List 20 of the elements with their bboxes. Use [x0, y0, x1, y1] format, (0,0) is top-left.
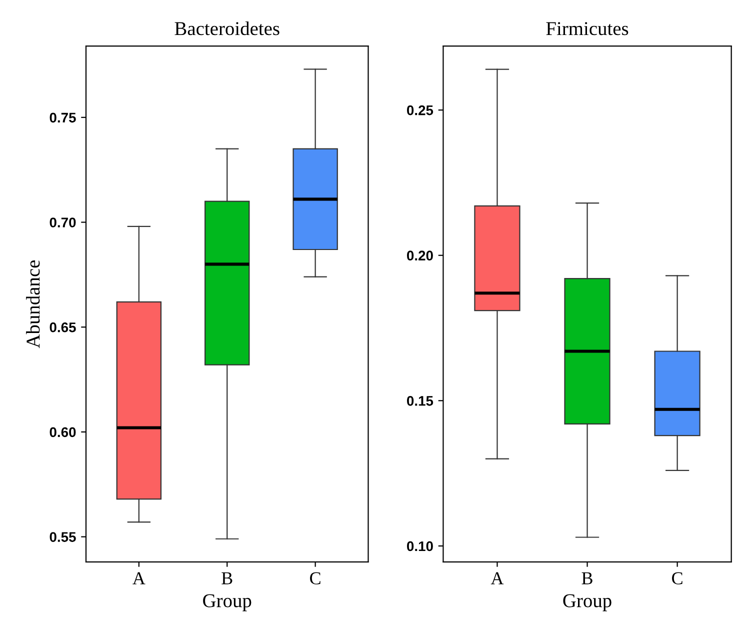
- y-tick-label: 0.55: [50, 532, 76, 542]
- y-tick-label: 0.15: [407, 396, 434, 406]
- chart-title: Firmicutes: [546, 22, 628, 36]
- y-tick-label: 0.20: [407, 250, 433, 261]
- x-tick-label: A: [132, 572, 146, 584]
- y-tick-label: 0.10: [407, 541, 433, 552]
- y-tick-label: 0.65: [50, 322, 76, 332]
- x-axis-title: Group: [203, 594, 252, 612]
- x-tick-label: C: [310, 572, 320, 584]
- x-tick-label: C: [672, 572, 682, 584]
- y-tick-label: 0.75: [50, 112, 76, 123]
- x-axis-title: Group: [563, 594, 612, 612]
- y-tick-label: 0.60: [50, 427, 76, 438]
- x-tick-label: A: [490, 572, 504, 584]
- y-axis-title: Abundance: [26, 260, 40, 348]
- x-tick-label: B: [582, 572, 592, 584]
- chart-title: Bacteroidetes: [174, 22, 280, 36]
- x-tick-label: B: [222, 572, 232, 584]
- y-tick-label: 0.25: [407, 105, 434, 116]
- y-tick-label: 0.70: [50, 218, 76, 228]
